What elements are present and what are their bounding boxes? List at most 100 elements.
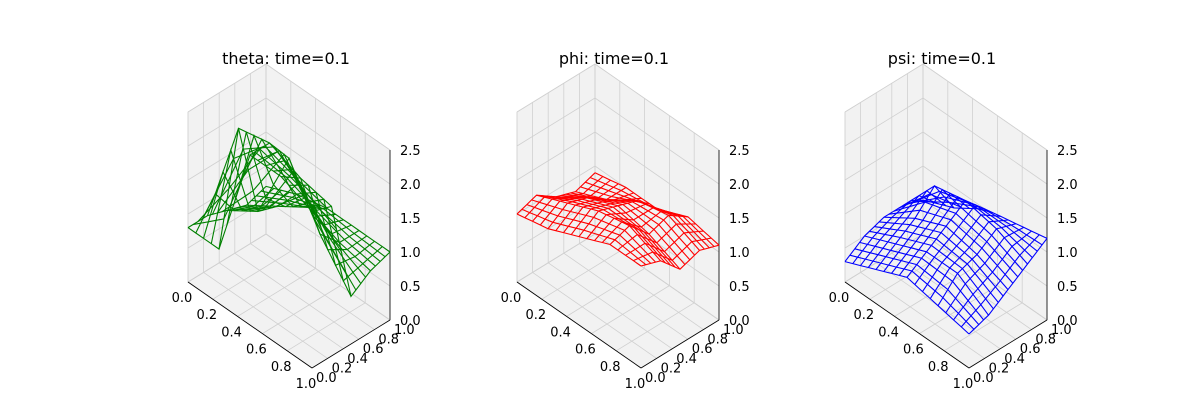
y-tick-label: 0.0	[316, 371, 337, 386]
z-tick-label: 0.0	[729, 314, 750, 329]
subplot-title: phi: time=0.1	[559, 49, 669, 68]
x-tick-label: 0.4	[550, 325, 571, 340]
wireframe-line-y	[945, 226, 1025, 314]
x-tick-label: 0.8	[600, 360, 621, 375]
wireframe-line-y	[609, 214, 689, 245]
y-tick-label: 0.2	[989, 361, 1010, 376]
x-tick-label: 0.2	[525, 308, 546, 323]
back-gridline-z	[265, 233, 391, 321]
y-tick-label: 0.2	[332, 361, 353, 376]
wireframe-line-y	[273, 168, 352, 235]
z-tick-label: 1.0	[400, 246, 421, 261]
y-tick-label: 1.0	[1051, 323, 1072, 338]
floor-gridline-x	[212, 250, 292, 300]
left-gridline-z	[844, 63, 924, 113]
x-axis-line	[187, 281, 313, 369]
wireframe-line-x	[594, 172, 720, 246]
wireframe-line-x	[265, 185, 391, 253]
floor-gridline-y	[532, 272, 657, 359]
x-tick-label: 1.0	[625, 377, 646, 392]
wireframe-line-y	[280, 175, 360, 244]
wireframe-line-x	[893, 201, 1019, 278]
z-tick-label: 2.5	[400, 144, 421, 159]
floor-gridline-x	[237, 268, 316, 317]
wireframe-line-y	[960, 234, 1040, 328]
z-tick-label: 1.0	[729, 246, 750, 261]
y-tick-label: 0.6	[1020, 342, 1041, 357]
x-tick-label: 0.0	[172, 291, 193, 306]
back-gridline-z	[922, 97, 1048, 185]
left-gridline-z	[844, 199, 924, 249]
wireframe-line-x	[555, 196, 681, 270]
back-gridline-z	[922, 199, 1048, 287]
y-axis-line	[640, 319, 720, 369]
wireframe-line-y	[625, 230, 704, 256]
left-gridline-z	[516, 233, 596, 283]
y-tick-label: 0.4	[347, 352, 368, 367]
wireframe-line-x	[913, 196, 1038, 252]
z-tick-label: 1.5	[729, 212, 750, 227]
z-tick-label: 0.5	[729, 280, 750, 295]
subplot-title: psi: time=0.1	[888, 49, 996, 68]
x-tick-label: 1.0	[953, 377, 974, 392]
back-gridline-z	[265, 63, 391, 151]
wireframe-line-y	[968, 238, 1048, 335]
wireframe-line-x	[922, 199, 1048, 239]
wireframe-line-x	[231, 169, 357, 291]
z-tick-label: 1.0	[1057, 246, 1078, 261]
left-gridline-z	[516, 131, 596, 181]
y-tick-label: 0.0	[645, 371, 666, 386]
z-tick-label: 0.5	[1057, 280, 1078, 295]
left-gridline-z	[844, 131, 924, 181]
wireframe-line-y	[640, 244, 720, 270]
wireframe-line-x	[560, 194, 686, 265]
y-tick-label: 0.8	[378, 333, 399, 348]
wireframe-surface	[844, 184, 1048, 335]
x-tick-label: 0.6	[575, 343, 596, 358]
z-tick-label: 0.0	[400, 314, 421, 329]
x-tick-label: 1.0	[296, 377, 317, 392]
x-tick-label: 0.2	[853, 308, 874, 323]
x-tick-label: 0.8	[271, 360, 292, 375]
wireframe-line-y	[953, 230, 1032, 321]
wireframe-line-x	[888, 209, 1014, 284]
wireframe-line-x	[251, 199, 376, 267]
z-tick-label: 2.5	[1057, 144, 1078, 159]
back-gridline-z	[594, 63, 720, 151]
wireframe-line-y	[633, 237, 712, 262]
y-axis-line	[968, 319, 1048, 369]
left-gridline-z	[516, 97, 596, 147]
back-gridline-z	[922, 63, 1048, 151]
left-gridline-z	[187, 97, 267, 147]
left-gridline-z	[187, 233, 267, 283]
floor-gridline-x	[541, 250, 621, 300]
y-tick-label: 0.6	[692, 342, 713, 357]
floor-gridline-y	[579, 243, 704, 330]
x-tick-label: 0.0	[501, 291, 522, 306]
x-tick-label: 0.4	[221, 325, 242, 340]
y-tick-label: 1.0	[394, 323, 415, 338]
y-tick-label: 0.8	[1035, 333, 1056, 348]
wireframe-line-y	[304, 198, 383, 282]
y-tick-label: 0.2	[661, 361, 682, 376]
back-gridline-z	[265, 131, 391, 219]
y-tick-label: 0.0	[973, 371, 994, 386]
y-tick-label: 0.6	[363, 342, 384, 357]
z-tick-label: 1.5	[1057, 212, 1078, 227]
wireframe-line-x	[883, 216, 1009, 290]
x-axis-line	[844, 281, 970, 369]
wireframe-line-x	[898, 193, 1024, 271]
y-tick-label: 0.4	[1004, 352, 1025, 367]
wireframe-line-x	[570, 192, 696, 256]
floor-gridline-y	[563, 252, 689, 340]
left-gridline-z	[844, 233, 924, 283]
floor-gridline-x	[919, 285, 998, 334]
x-tick-label: 0.0	[829, 291, 850, 306]
wireframe-line-x	[241, 194, 367, 278]
subplot-3: 0.00.20.40.60.81.0 0.00.20.40.60.81.00.00…	[829, 49, 1078, 392]
wireframe-line-y	[937, 223, 1017, 306]
back-gridline-z	[594, 131, 720, 219]
left-gridline-z	[844, 97, 924, 147]
z-tick-label: 0.5	[400, 280, 421, 295]
